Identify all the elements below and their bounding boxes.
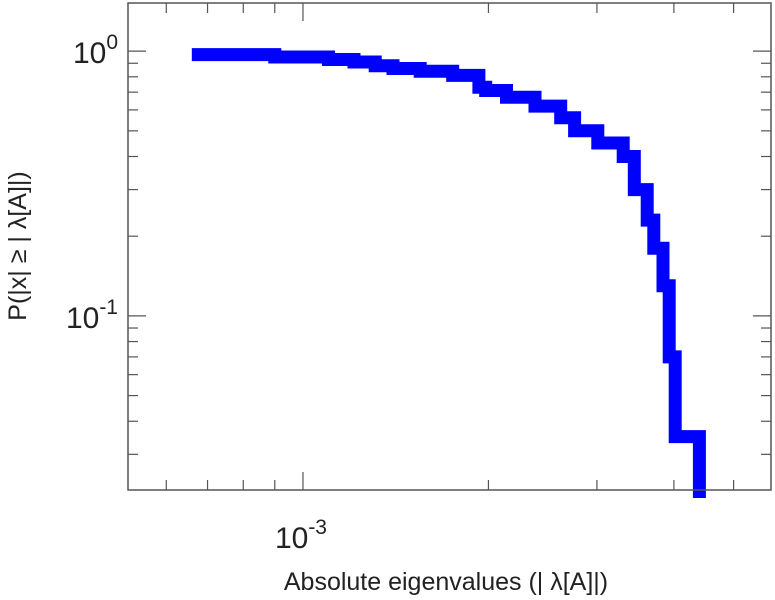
x-axis-label: Absolute eigenvalues (| λ[A]|): [284, 568, 608, 596]
x-tick-label: 10-3: [275, 516, 327, 555]
series-step-line: [191, 48, 706, 498]
y-tick-label: 10-1: [66, 296, 118, 335]
major-ticks: [128, 3, 771, 490]
y-tick-label: 100: [73, 31, 118, 70]
plot-frame: [127, 2, 772, 491]
minor-ticks: [128, 3, 771, 490]
tick-labels: 10-3 100 10-1: [66, 31, 327, 555]
y-axis-label: P(|x| ≥ | λ[A]|): [4, 171, 32, 320]
data-points: [190, 53, 702, 492]
